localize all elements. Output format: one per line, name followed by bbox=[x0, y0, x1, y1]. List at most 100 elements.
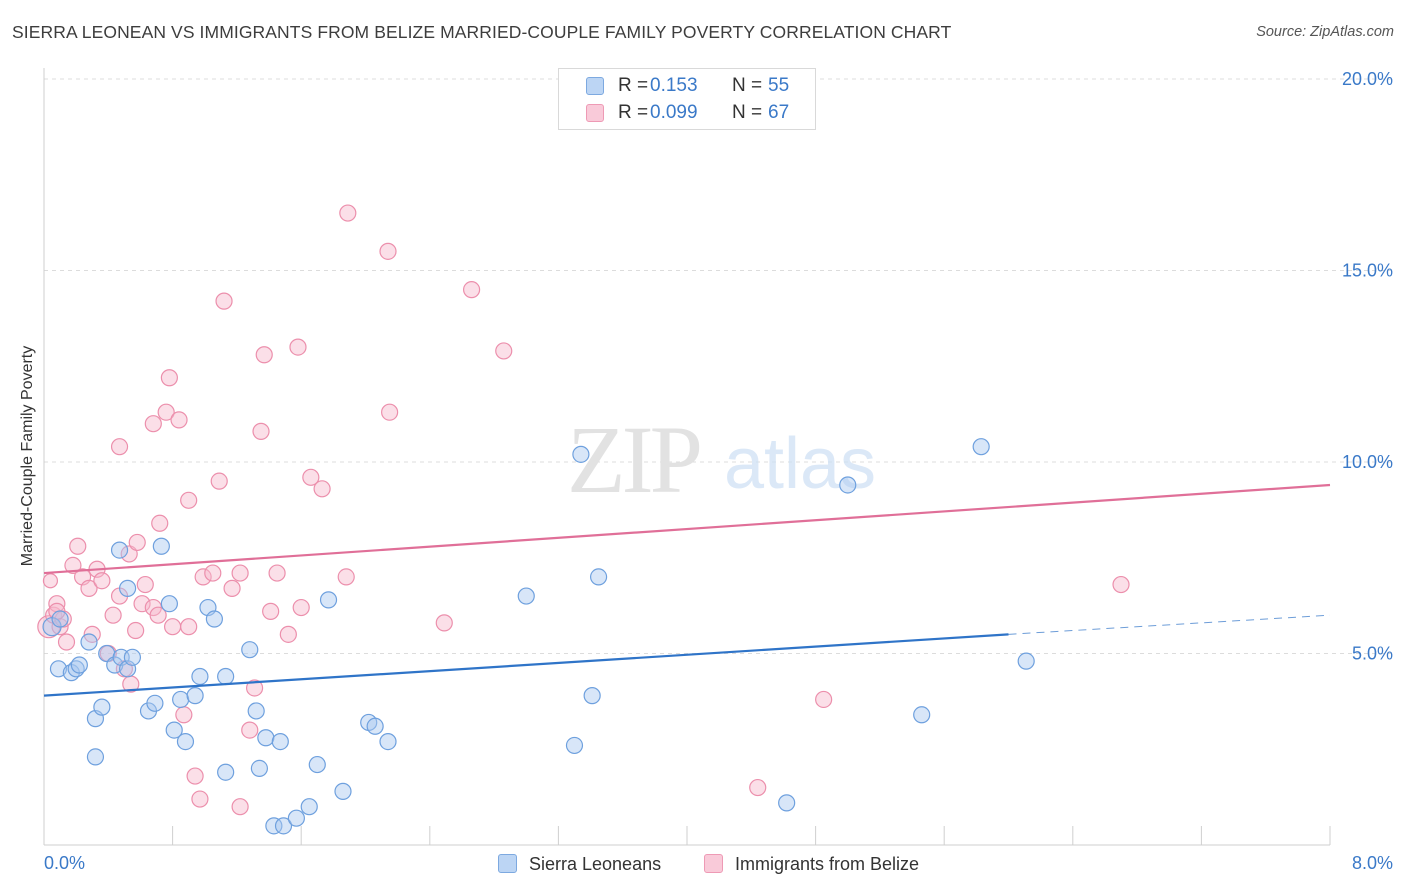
belize-point bbox=[42, 573, 59, 589]
sierra-leonean-point bbox=[93, 698, 111, 716]
sierra-leonean-point bbox=[589, 568, 608, 586]
sierra-leonean-point bbox=[265, 817, 283, 835]
belize-point bbox=[157, 403, 175, 421]
belize-point bbox=[231, 564, 249, 582]
legend-swatch-pink bbox=[586, 104, 604, 122]
sierra-leonean-point bbox=[186, 687, 204, 705]
belize-point bbox=[144, 415, 162, 433]
y-tick-label: 5.0% bbox=[1352, 644, 1393, 664]
legend-r-label: R = bbox=[618, 75, 649, 96]
belize-point bbox=[231, 798, 249, 816]
belize-point bbox=[495, 342, 513, 360]
belize-point bbox=[289, 338, 307, 356]
belize-point bbox=[93, 572, 111, 590]
legend-n-label: N = bbox=[732, 102, 763, 123]
bottom-legend-sierra-leoneans: Sierra Leoneans bbox=[498, 851, 661, 877]
sierra-leonean-point bbox=[172, 690, 190, 709]
belize-point bbox=[170, 411, 188, 429]
sierra-leonean-point bbox=[217, 667, 235, 686]
belize-point bbox=[160, 369, 178, 387]
legend-n-label: N = bbox=[732, 75, 763, 96]
belize-point bbox=[149, 606, 167, 624]
sierra-leonean-point bbox=[274, 817, 293, 835]
watermark-zip: ZIP bbox=[567, 406, 700, 513]
correlation-legend: R = 0.153 N = 55 R = 0.099 N = 67 bbox=[558, 68, 816, 130]
watermark-atlas: atlas bbox=[724, 424, 876, 504]
sierra-leonean-point bbox=[247, 702, 265, 720]
belize-point bbox=[186, 767, 204, 785]
sierra-leonean-point bbox=[379, 732, 397, 751]
belize-point bbox=[815, 690, 833, 709]
belize-point bbox=[127, 621, 145, 640]
sierra-leonean-points bbox=[42, 438, 1035, 835]
belize-point bbox=[279, 625, 297, 643]
belize-point bbox=[69, 537, 87, 555]
bottom-legend-belize: Immigrants from Belize bbox=[704, 851, 919, 877]
belize-point bbox=[381, 403, 399, 421]
belize-point bbox=[313, 480, 331, 498]
belize-point bbox=[252, 422, 270, 440]
belize-point bbox=[245, 679, 264, 697]
belize-point bbox=[462, 281, 481, 299]
bottom-legend-swatch-blue bbox=[498, 854, 517, 873]
sierra-leonean-point bbox=[565, 736, 584, 755]
belize-point bbox=[151, 514, 169, 532]
sierra-leonean-point bbox=[583, 687, 601, 705]
sierra-leonean-point bbox=[778, 794, 796, 812]
sierra-leonean-point bbox=[110, 541, 129, 559]
sierra-leonean-point bbox=[51, 610, 69, 628]
tick-labels: 5.0% 10.0% 15.0% 20.0% 0.0% 8.0% bbox=[44, 69, 1393, 873]
sierra-leonean-point bbox=[572, 445, 590, 463]
belize-point bbox=[749, 778, 767, 797]
sierra-leonean-point bbox=[191, 667, 209, 686]
belize-point bbox=[133, 595, 151, 613]
source-credit: Source: ZipAtlas.com bbox=[1256, 24, 1394, 40]
y-tick-label: 15.0% bbox=[1342, 261, 1393, 281]
sierra-leonean-point bbox=[300, 798, 318, 816]
legend-n-value: 67 bbox=[768, 102, 790, 123]
belize-point bbox=[379, 242, 397, 260]
belize-point bbox=[268, 564, 286, 582]
x-tick-label: 8.0% bbox=[1352, 853, 1393, 873]
belize-point bbox=[64, 556, 82, 575]
belize-point bbox=[339, 204, 357, 222]
belize-point bbox=[210, 472, 228, 490]
belize-point bbox=[302, 468, 320, 486]
belize-point bbox=[215, 292, 233, 310]
belize-point bbox=[337, 568, 355, 586]
bottom-legend-label: Sierra Leoneans bbox=[529, 854, 662, 874]
belize-point bbox=[191, 790, 209, 808]
sierra-leonean-point bbox=[86, 748, 105, 766]
belize-point bbox=[262, 602, 280, 620]
belize-trend-line bbox=[43, 483, 1331, 575]
y-tick-label: 10.0% bbox=[1342, 452, 1393, 472]
sierra-leonean-point bbox=[319, 591, 338, 609]
belize-point bbox=[241, 721, 259, 739]
sierra-leonean-point bbox=[176, 732, 195, 751]
sierra-leonean-point bbox=[913, 706, 931, 724]
legend-n-value: 55 bbox=[768, 75, 790, 96]
sierra-leonean-point bbox=[271, 732, 289, 751]
belize-point bbox=[1112, 575, 1130, 594]
belize-point bbox=[255, 346, 273, 364]
belize-point bbox=[292, 598, 310, 617]
sierra-leonean-point bbox=[146, 694, 164, 712]
bottom-legend-label: Immigrants from Belize bbox=[735, 854, 920, 874]
sierra-leonean-point bbox=[972, 438, 990, 456]
belize-point bbox=[435, 614, 453, 632]
belize-point bbox=[164, 618, 182, 636]
belize-point bbox=[136, 575, 154, 594]
bottom-legend-swatch-pink bbox=[704, 854, 723, 873]
sierra-leonean-point bbox=[160, 595, 178, 613]
belize-point bbox=[175, 706, 193, 724]
legend-swatch-blue bbox=[586, 77, 604, 95]
axes bbox=[43, 68, 1331, 846]
belize-point bbox=[180, 618, 198, 636]
y-tick-label: 20.0% bbox=[1342, 69, 1393, 89]
sierra-leonean-point bbox=[118, 579, 137, 597]
belize-point bbox=[104, 606, 122, 624]
sierra-leonean-point bbox=[165, 721, 183, 739]
sierra-leonean-point bbox=[308, 755, 326, 774]
sierra-leonean-point bbox=[70, 656, 88, 674]
